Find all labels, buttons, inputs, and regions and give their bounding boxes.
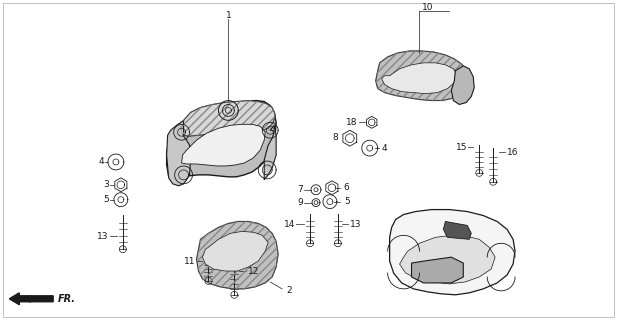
Polygon shape bbox=[167, 120, 191, 186]
Text: 12: 12 bbox=[248, 267, 260, 276]
Text: 5: 5 bbox=[344, 197, 350, 206]
Text: 3: 3 bbox=[103, 180, 109, 189]
Text: 1: 1 bbox=[225, 11, 231, 20]
Text: 16: 16 bbox=[507, 148, 519, 156]
Text: 2: 2 bbox=[286, 286, 292, 295]
Text: 7: 7 bbox=[297, 185, 303, 194]
Polygon shape bbox=[202, 231, 268, 271]
Text: FR.: FR. bbox=[58, 294, 76, 304]
Polygon shape bbox=[167, 100, 276, 178]
Text: 8: 8 bbox=[332, 133, 338, 142]
Text: 11: 11 bbox=[184, 257, 196, 266]
Text: 13: 13 bbox=[97, 232, 109, 241]
Text: 6: 6 bbox=[344, 183, 350, 192]
Polygon shape bbox=[181, 124, 265, 166]
Text: 18: 18 bbox=[346, 118, 358, 127]
Polygon shape bbox=[376, 51, 470, 100]
Polygon shape bbox=[452, 66, 474, 105]
Polygon shape bbox=[389, 210, 515, 295]
Text: 13: 13 bbox=[350, 220, 362, 229]
FancyArrow shape bbox=[9, 293, 53, 305]
Text: 9: 9 bbox=[297, 198, 303, 207]
Text: 10: 10 bbox=[421, 3, 433, 12]
Text: 4: 4 bbox=[382, 144, 387, 153]
Text: 4: 4 bbox=[98, 157, 104, 166]
Text: 17: 17 bbox=[444, 71, 455, 80]
Polygon shape bbox=[400, 235, 495, 284]
Polygon shape bbox=[181, 100, 275, 136]
Text: 15: 15 bbox=[456, 143, 467, 152]
Polygon shape bbox=[196, 221, 278, 289]
Polygon shape bbox=[264, 125, 276, 180]
Text: 14: 14 bbox=[284, 220, 295, 229]
Polygon shape bbox=[444, 221, 471, 239]
Text: 5: 5 bbox=[103, 195, 109, 204]
Polygon shape bbox=[382, 63, 457, 93]
Polygon shape bbox=[412, 257, 463, 283]
